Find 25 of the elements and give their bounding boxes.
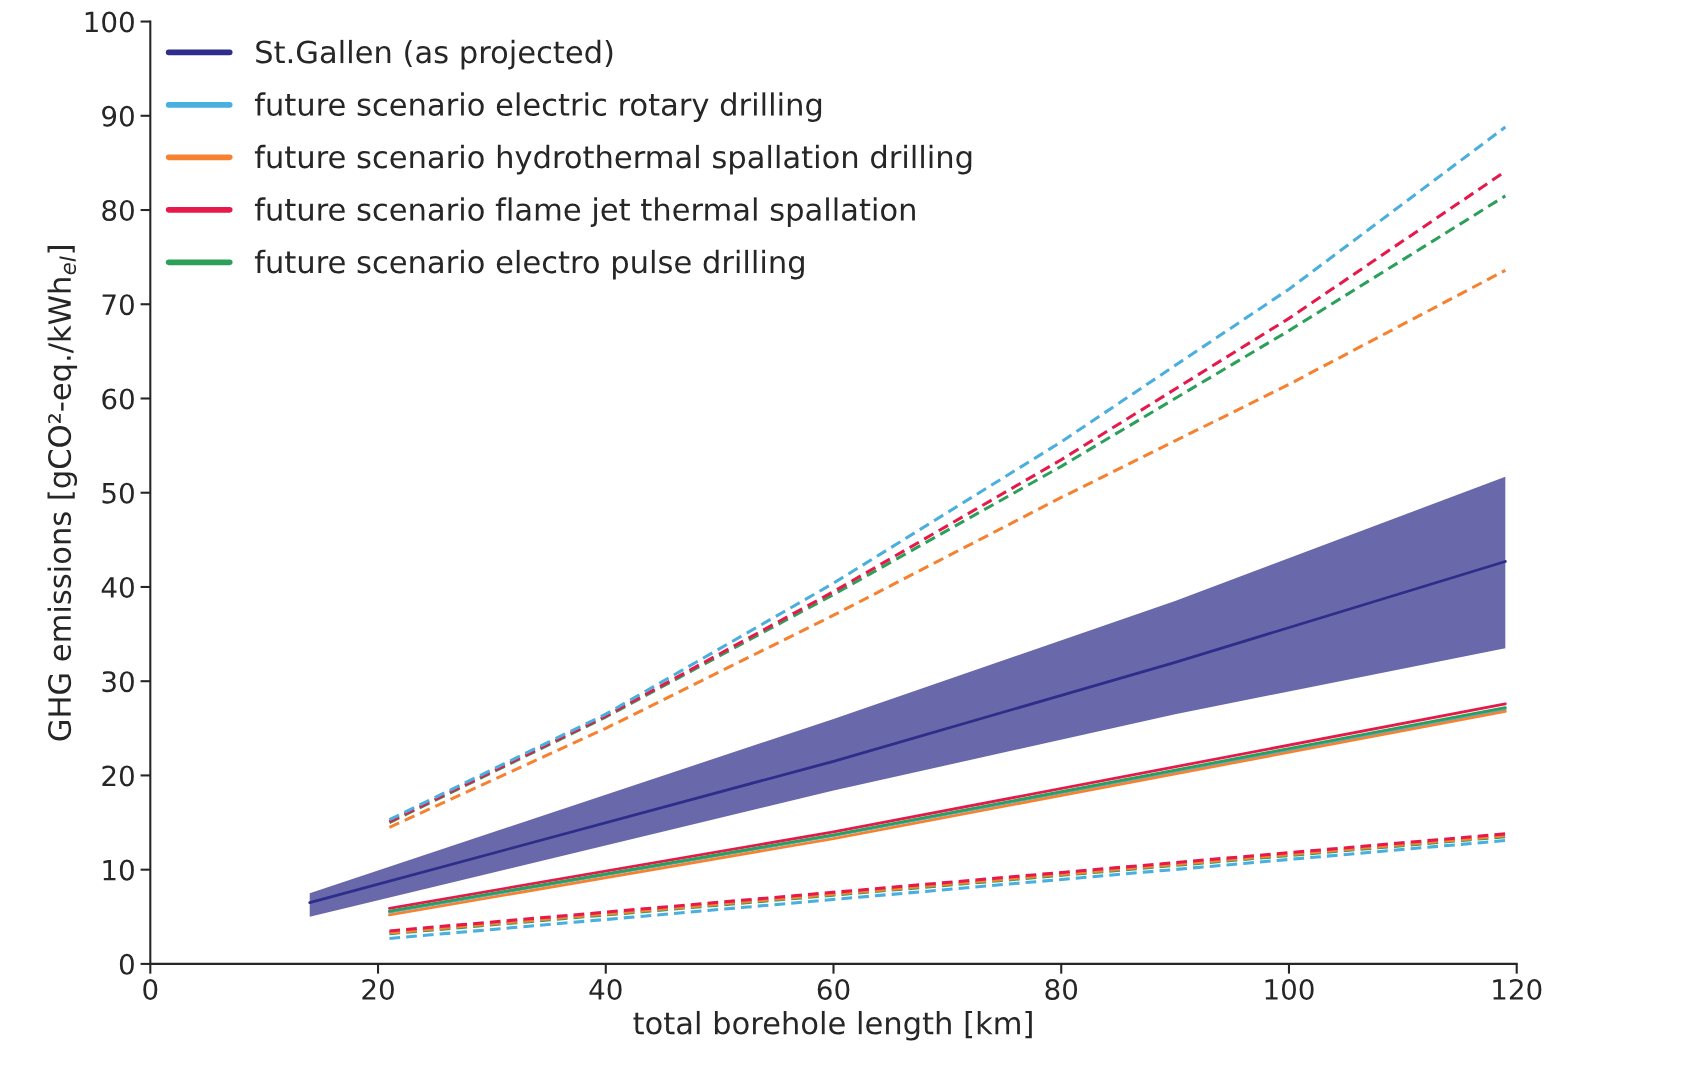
x-axis-title: total borehole length [km] (633, 1010, 1032, 1041)
y-tick-label: 20 (102, 765, 134, 787)
x-tick-label: 100 (1265, 978, 1314, 1000)
x-tick-label: 60 (817, 978, 850, 1000)
y-tick-label: 40 (101, 576, 134, 598)
y-tick-label: 30 (102, 671, 134, 693)
legend-label: future scenario flame jet thermal spallation (254, 197, 915, 227)
x-tick-label: 0 (143, 978, 158, 1000)
legend-label: future scenario electro pulse drilling (254, 249, 804, 280)
x-tick-label: 80 (1045, 978, 1078, 1000)
legend-label: future scenario hydrothermal spallation drilling (254, 144, 972, 175)
x-tick-label: 20 (362, 978, 394, 1000)
y-tick-label: 90 (102, 105, 134, 127)
x-tick-label: 40 (589, 978, 622, 1000)
legend-label: future scenario electric rotary drilling (254, 92, 822, 122)
y-tick-label: 10 (103, 859, 134, 881)
legend-label: St.Gallen (as projected) (256, 39, 613, 70)
x-tick-label: 120 (1493, 978, 1542, 1000)
y-tick-label: 50 (102, 482, 134, 504)
y-axis-title: GHG emissions [gCO²-eq./kWh$_{el}$] (47, 246, 78, 741)
y-tick-label: 0 (119, 953, 134, 975)
y-tick-label: 80 (102, 199, 134, 221)
y-tick-label: 70 (102, 294, 134, 316)
y-tick-label: 60 (102, 388, 134, 410)
y-tick-label: 100 (85, 11, 134, 33)
